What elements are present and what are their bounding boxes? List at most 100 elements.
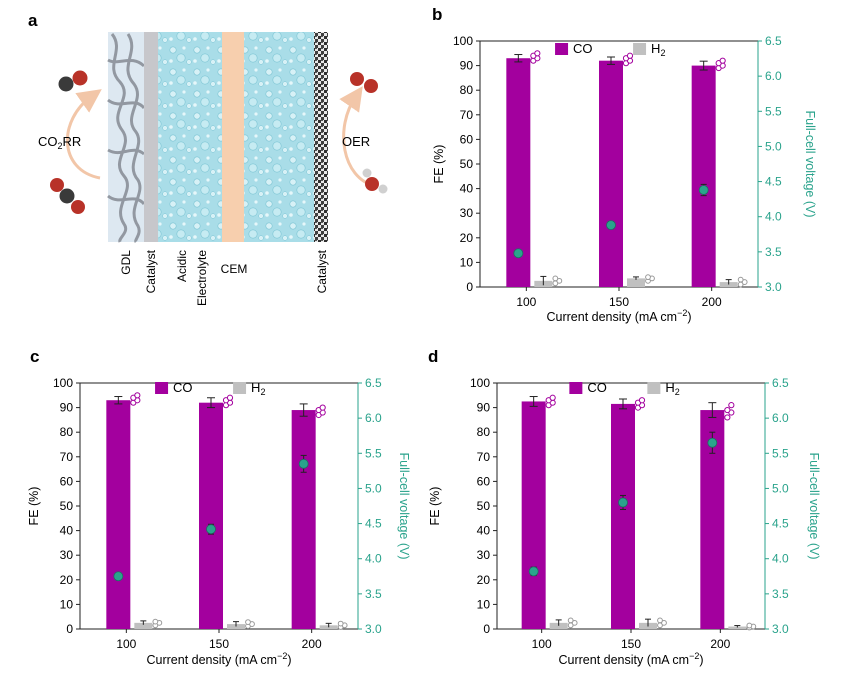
voltage-point — [206, 524, 216, 535]
y2-tick-label: 6.5 — [772, 376, 789, 390]
x-axis-label-end: ) — [699, 653, 703, 667]
electrolyte-right — [244, 32, 314, 242]
replicate-point-h2 — [741, 279, 748, 285]
y-tick-label: 60 — [460, 132, 474, 146]
layer-label-cem: CEM — [221, 262, 248, 276]
chart-panel-b: b 0 10 20 30 40 50 60 70 80 90 100 3.0 3.5 4.0 4.5 5.0 5.… — [432, 5, 817, 324]
y2-axis-label: Full-cell voltage (V) — [803, 111, 817, 218]
y-tick-label: 0 — [66, 622, 73, 636]
legend-label-co: CO — [587, 380, 607, 395]
replicate-point-h2 — [746, 622, 753, 629]
bar-co — [691, 65, 716, 287]
y-tick-label: 10 — [477, 597, 491, 611]
y-tick-label: 20 — [60, 573, 74, 587]
y-tick-label: 80 — [460, 83, 474, 97]
y-tick-label: 50 — [60, 499, 74, 513]
gdl-fibers — [107, 33, 146, 244]
replicate-point-co — [134, 392, 141, 399]
y-tick-label: 20 — [477, 573, 491, 587]
layer-label-electrolyte: Electrolyte — [195, 250, 209, 306]
replicate-point-h2 — [567, 617, 574, 624]
legend-label-h2-text: H — [665, 380, 674, 395]
y2-tick-label: 4.5 — [772, 517, 789, 531]
y2-tick-label: 3.0 — [772, 622, 789, 636]
voltage-point — [606, 220, 616, 231]
y2-tick-label: 6.0 — [365, 411, 382, 425]
bar-h2 — [627, 278, 645, 287]
voltage-point — [298, 458, 309, 469]
x-tick-label: 200 — [302, 637, 322, 651]
y-tick-label: 30 — [60, 548, 74, 562]
y2-tick-label: 4.0 — [765, 210, 782, 224]
y-tick-label: 80 — [60, 425, 74, 439]
h2o-molecule-oxygen — [365, 177, 379, 191]
catalyst-layer-left — [144, 32, 158, 242]
panel-label: d — [428, 347, 438, 366]
y-tick-label: 20 — [460, 231, 474, 245]
replicate-point-co — [724, 406, 731, 414]
y-tick-label: 80 — [477, 425, 491, 439]
y-axis-label: FE (%) — [27, 487, 41, 526]
y2-tick-label: 4.0 — [772, 552, 789, 566]
y2-tick-label: 5.0 — [765, 139, 782, 153]
bar-co — [106, 400, 131, 629]
co2-molecule-oxygen-2 — [71, 200, 85, 214]
y-tick-label: 100 — [453, 34, 473, 48]
bar-co — [291, 410, 316, 629]
replicate-point-co — [728, 402, 735, 409]
layer-label-gdl: GDL — [119, 250, 133, 275]
voltage-point — [698, 185, 709, 195]
y2-tick-label: 6.0 — [772, 411, 789, 425]
y-tick-label: 90 — [477, 401, 491, 415]
x-axis-label-sup: −2 — [277, 651, 287, 661]
y2-tick-label: 3.0 — [365, 622, 382, 636]
voltage-point — [113, 571, 124, 582]
y-tick-label: 30 — [477, 548, 491, 562]
voltage-point — [528, 566, 539, 577]
catalyst-layer-right — [314, 32, 328, 242]
replicate-point-h2 — [571, 619, 578, 626]
y-tick-label: 60 — [477, 474, 491, 488]
y2-tick-label: 5.5 — [365, 446, 382, 460]
x-tick-label: 100 — [116, 637, 136, 651]
panel-label-a: a — [28, 11, 38, 30]
cem-layer — [222, 32, 244, 242]
x-axis-label-sup: −2 — [677, 308, 687, 318]
replicate-point-co — [319, 404, 326, 411]
panel-label: b — [432, 5, 442, 24]
x-axis-label: Current density (mA cm−2) — [558, 651, 703, 667]
bar-co — [599, 60, 623, 288]
y-tick-label: 60 — [60, 474, 74, 488]
legend-label-co: CO — [573, 41, 593, 56]
legend-swatch-h2 — [233, 382, 247, 394]
replicate-point-h2 — [661, 619, 667, 626]
replicate-point-co — [719, 57, 726, 64]
bar-co — [199, 402, 223, 629]
y-tick-label: 70 — [477, 450, 491, 464]
x-axis-label: Current density (mA cm−2) — [146, 651, 291, 667]
replicate-point-h2 — [556, 277, 563, 284]
y-tick-label: 70 — [60, 450, 74, 464]
y-tick-label: 50 — [460, 157, 474, 171]
x-axis-label-sup: −2 — [689, 651, 699, 661]
legend-label-h2-sub: 2 — [675, 387, 680, 397]
h2o-molecule-hydrogen-1 — [362, 168, 372, 178]
x-tick-label: 200 — [702, 295, 722, 309]
layer-label-catalyst-left: Catalyst — [144, 249, 158, 293]
x-axis-label: Current density (mA cm−2) — [546, 308, 691, 324]
voltage-point — [618, 497, 628, 508]
co-molecule-oxygen — [72, 70, 88, 86]
replicate-point-co — [626, 52, 634, 59]
y-tick-label: 40 — [477, 524, 491, 538]
y2-tick-label: 3.5 — [765, 245, 782, 259]
bar-co — [611, 403, 635, 629]
co2rr-cycle: CO2RR — [38, 70, 102, 214]
electrolyte-left — [158, 32, 222, 242]
replicate-point-co — [638, 397, 646, 404]
y-axis-label: FE (%) — [428, 487, 442, 526]
legend-swatch-co — [555, 43, 569, 55]
o2-molecule-oxygen-1 — [350, 72, 364, 86]
y-tick-label: 100 — [470, 376, 490, 390]
replicate-point-h2 — [737, 276, 744, 283]
